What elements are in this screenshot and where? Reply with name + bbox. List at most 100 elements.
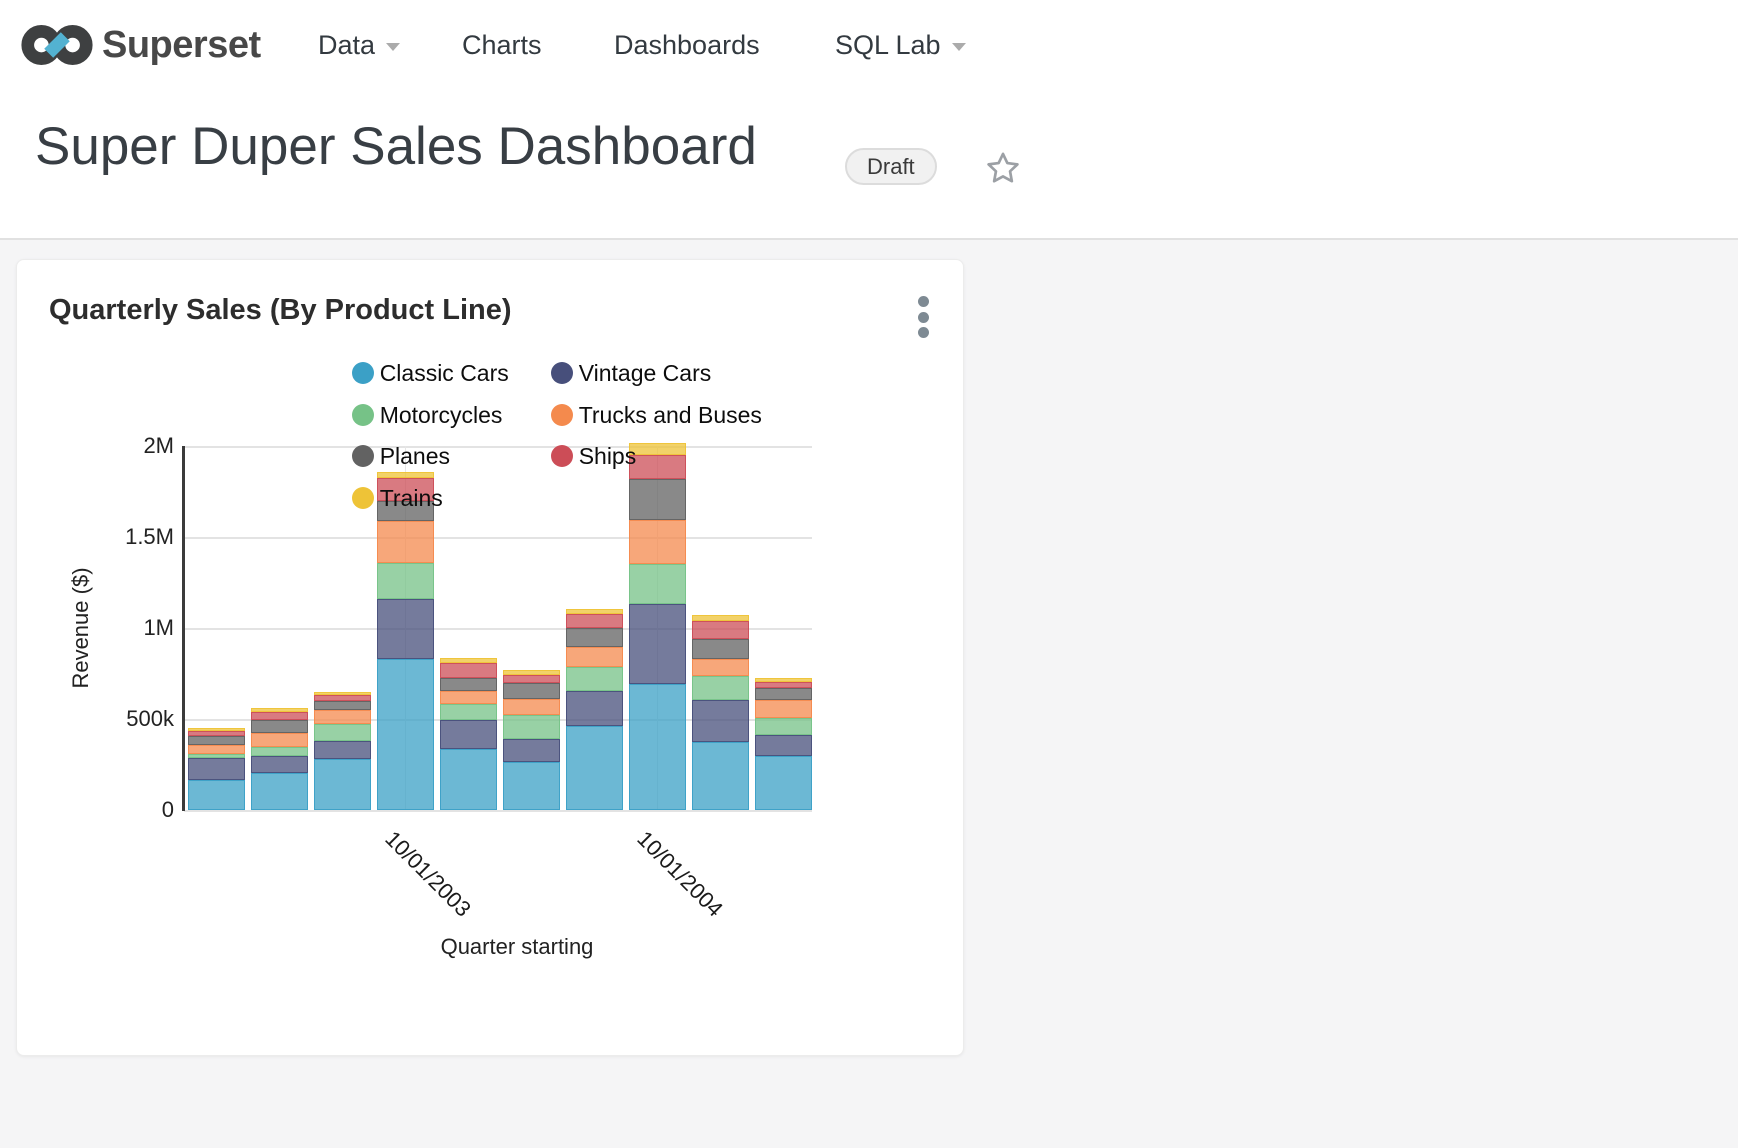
bar-segment-classic-cars[interactable] (314, 759, 371, 810)
bar-segment-trucks-and-buses[interactable] (566, 646, 623, 667)
bar-segment-trucks-and-buses[interactable] (188, 744, 245, 755)
bar-segment-classic-cars[interactable] (503, 762, 560, 810)
bar-segment-trains[interactable] (377, 471, 434, 478)
bar-segment-trains[interactable] (440, 658, 497, 663)
legend-item-planes[interactable]: Planes (351, 442, 451, 470)
bar-segment-planes[interactable] (377, 500, 434, 521)
bar-segment-planes[interactable] (629, 478, 686, 520)
bar-segment-ships[interactable] (503, 675, 560, 683)
bar-segment-trucks-and-buses[interactable] (251, 733, 308, 748)
bar-segment-motorcycles[interactable] (503, 715, 560, 740)
favorite-star-icon[interactable] (985, 150, 1021, 186)
bar-segment-planes[interactable] (755, 688, 812, 701)
bar-segment-classic-cars[interactable] (755, 756, 812, 810)
bar-segment-ships[interactable] (566, 614, 623, 628)
bar-segment-trucks-and-buses[interactable] (503, 699, 560, 716)
brand-wordmark[interactable]: Superset (102, 24, 261, 66)
bar-segment-motorcycles[interactable] (251, 747, 308, 756)
x-axis-tick-label: 10/01/2004 (632, 826, 728, 922)
bar-segment-planes[interactable] (314, 701, 371, 710)
bar-segment-planes[interactable] (188, 736, 245, 745)
bar-segment-trains[interactable] (755, 678, 812, 682)
bar-segment-ships[interactable] (440, 662, 497, 678)
bar-segment-trucks-and-buses[interactable] (692, 658, 749, 677)
bar-segment-planes[interactable] (251, 720, 308, 734)
legend-item-motorcycles[interactable]: Motorcycles (351, 401, 502, 429)
y-axis-tick-label: 500k (126, 706, 174, 731)
nav-item-sql-lab[interactable]: SQL Lab (835, 0, 966, 90)
bar-segment-vintage-cars[interactable] (692, 700, 749, 742)
legend-item-trucks-and-buses[interactable]: Trucks and Buses (550, 401, 762, 429)
legend-label: Planes (379, 442, 451, 469)
bar-segment-trucks-and-buses[interactable] (377, 520, 434, 564)
bar-segment-motorcycles[interactable] (566, 666, 623, 691)
y-axis-tick-label: 2M (143, 433, 174, 458)
nav-item-data[interactable]: Data (318, 0, 401, 90)
bar-segment-vintage-cars[interactable] (566, 690, 623, 726)
bar-segment-classic-cars[interactable] (629, 683, 686, 810)
bar-segment-motorcycles[interactable] (440, 703, 497, 721)
bar-segment-motorcycles[interactable] (692, 676, 749, 701)
chevron-down-icon (951, 42, 966, 51)
bar-segment-planes[interactable] (440, 677, 497, 691)
bar-segment-trucks-and-buses[interactable] (314, 709, 371, 725)
bar-segment-classic-cars[interactable] (377, 658, 434, 810)
bar-segment-trains[interactable] (503, 670, 560, 676)
nav-item-charts[interactable]: Charts (462, 30, 542, 60)
bar-segment-ships[interactable] (377, 477, 434, 501)
status-badge: Draft (845, 148, 937, 185)
legend-item-classic-cars[interactable]: Classic Cars (351, 359, 509, 387)
legend-label: Ships (578, 442, 637, 469)
bar-segment-ships[interactable] (692, 620, 749, 639)
bar-segment-planes[interactable] (503, 682, 560, 700)
superset-logo-icon[interactable] (18, 20, 96, 70)
nav-item-dashboards[interactable]: Dashboards (614, 30, 760, 60)
bar-segment-ships[interactable] (251, 711, 308, 721)
bar-segment-ships[interactable] (314, 695, 371, 702)
legend-dot-icon (351, 362, 374, 384)
bar-segment-motorcycles[interactable] (629, 564, 686, 605)
legend-item-vintage-cars[interactable]: Vintage Cars (550, 359, 711, 387)
bar-segment-trains[interactable] (188, 728, 245, 731)
bar-segment-ships[interactable] (188, 730, 245, 737)
bar-segment-trains[interactable] (314, 691, 371, 696)
bar-segment-motorcycles[interactable] (755, 717, 812, 735)
legend-item-trains[interactable]: Trains (351, 484, 443, 512)
bar-segment-classic-cars[interactable] (692, 741, 749, 810)
legend-label: Classic Cars (379, 359, 509, 386)
bar-segment-trains[interactable] (566, 608, 623, 615)
bar-segment-planes[interactable] (692, 638, 749, 659)
bar-segment-vintage-cars[interactable] (314, 741, 371, 760)
bar-segment-motorcycles[interactable] (314, 724, 371, 741)
bar-segment-trucks-and-buses[interactable] (755, 700, 812, 718)
bar-segment-vintage-cars[interactable] (503, 739, 560, 763)
chart-title: Quarterly Sales (By Product Line) (49, 294, 512, 326)
y-gridline (184, 810, 812, 812)
bar-segment-vintage-cars[interactable] (629, 604, 686, 684)
bar-segment-vintage-cars[interactable] (251, 755, 308, 773)
bar-segment-classic-cars[interactable] (440, 748, 497, 810)
bar-segment-vintage-cars[interactable] (440, 720, 497, 749)
bar-segment-classic-cars[interactable] (251, 772, 308, 810)
legend-label: Trucks and Buses (578, 401, 762, 428)
bar-segment-motorcycles[interactable] (377, 563, 434, 600)
y-axis-line (181, 446, 185, 811)
bar-segment-planes[interactable] (566, 627, 623, 647)
bar-segment-classic-cars[interactable] (188, 779, 245, 810)
bar-segment-trucks-and-buses[interactable] (440, 690, 497, 704)
bar-segment-trains[interactable] (251, 707, 308, 712)
bar-segment-ships[interactable] (629, 454, 686, 479)
bar-segment-vintage-cars[interactable] (755, 734, 812, 757)
bar-segment-motorcycles[interactable] (188, 754, 245, 759)
bar-segment-classic-cars[interactable] (566, 725, 623, 810)
bar-segment-trains[interactable] (692, 614, 749, 621)
bar-segment-trucks-and-buses[interactable] (629, 519, 686, 565)
bar-segment-vintage-cars[interactable] (188, 758, 245, 780)
bar-segment-trains[interactable] (629, 442, 686, 455)
bar-segment-vintage-cars[interactable] (377, 599, 434, 659)
y-axis-title: Revenue ($) (68, 567, 93, 689)
bar-segment-ships[interactable] (755, 681, 812, 689)
kebab-menu-icon[interactable] (911, 296, 935, 344)
legend-item-ships[interactable]: Ships (550, 442, 637, 470)
